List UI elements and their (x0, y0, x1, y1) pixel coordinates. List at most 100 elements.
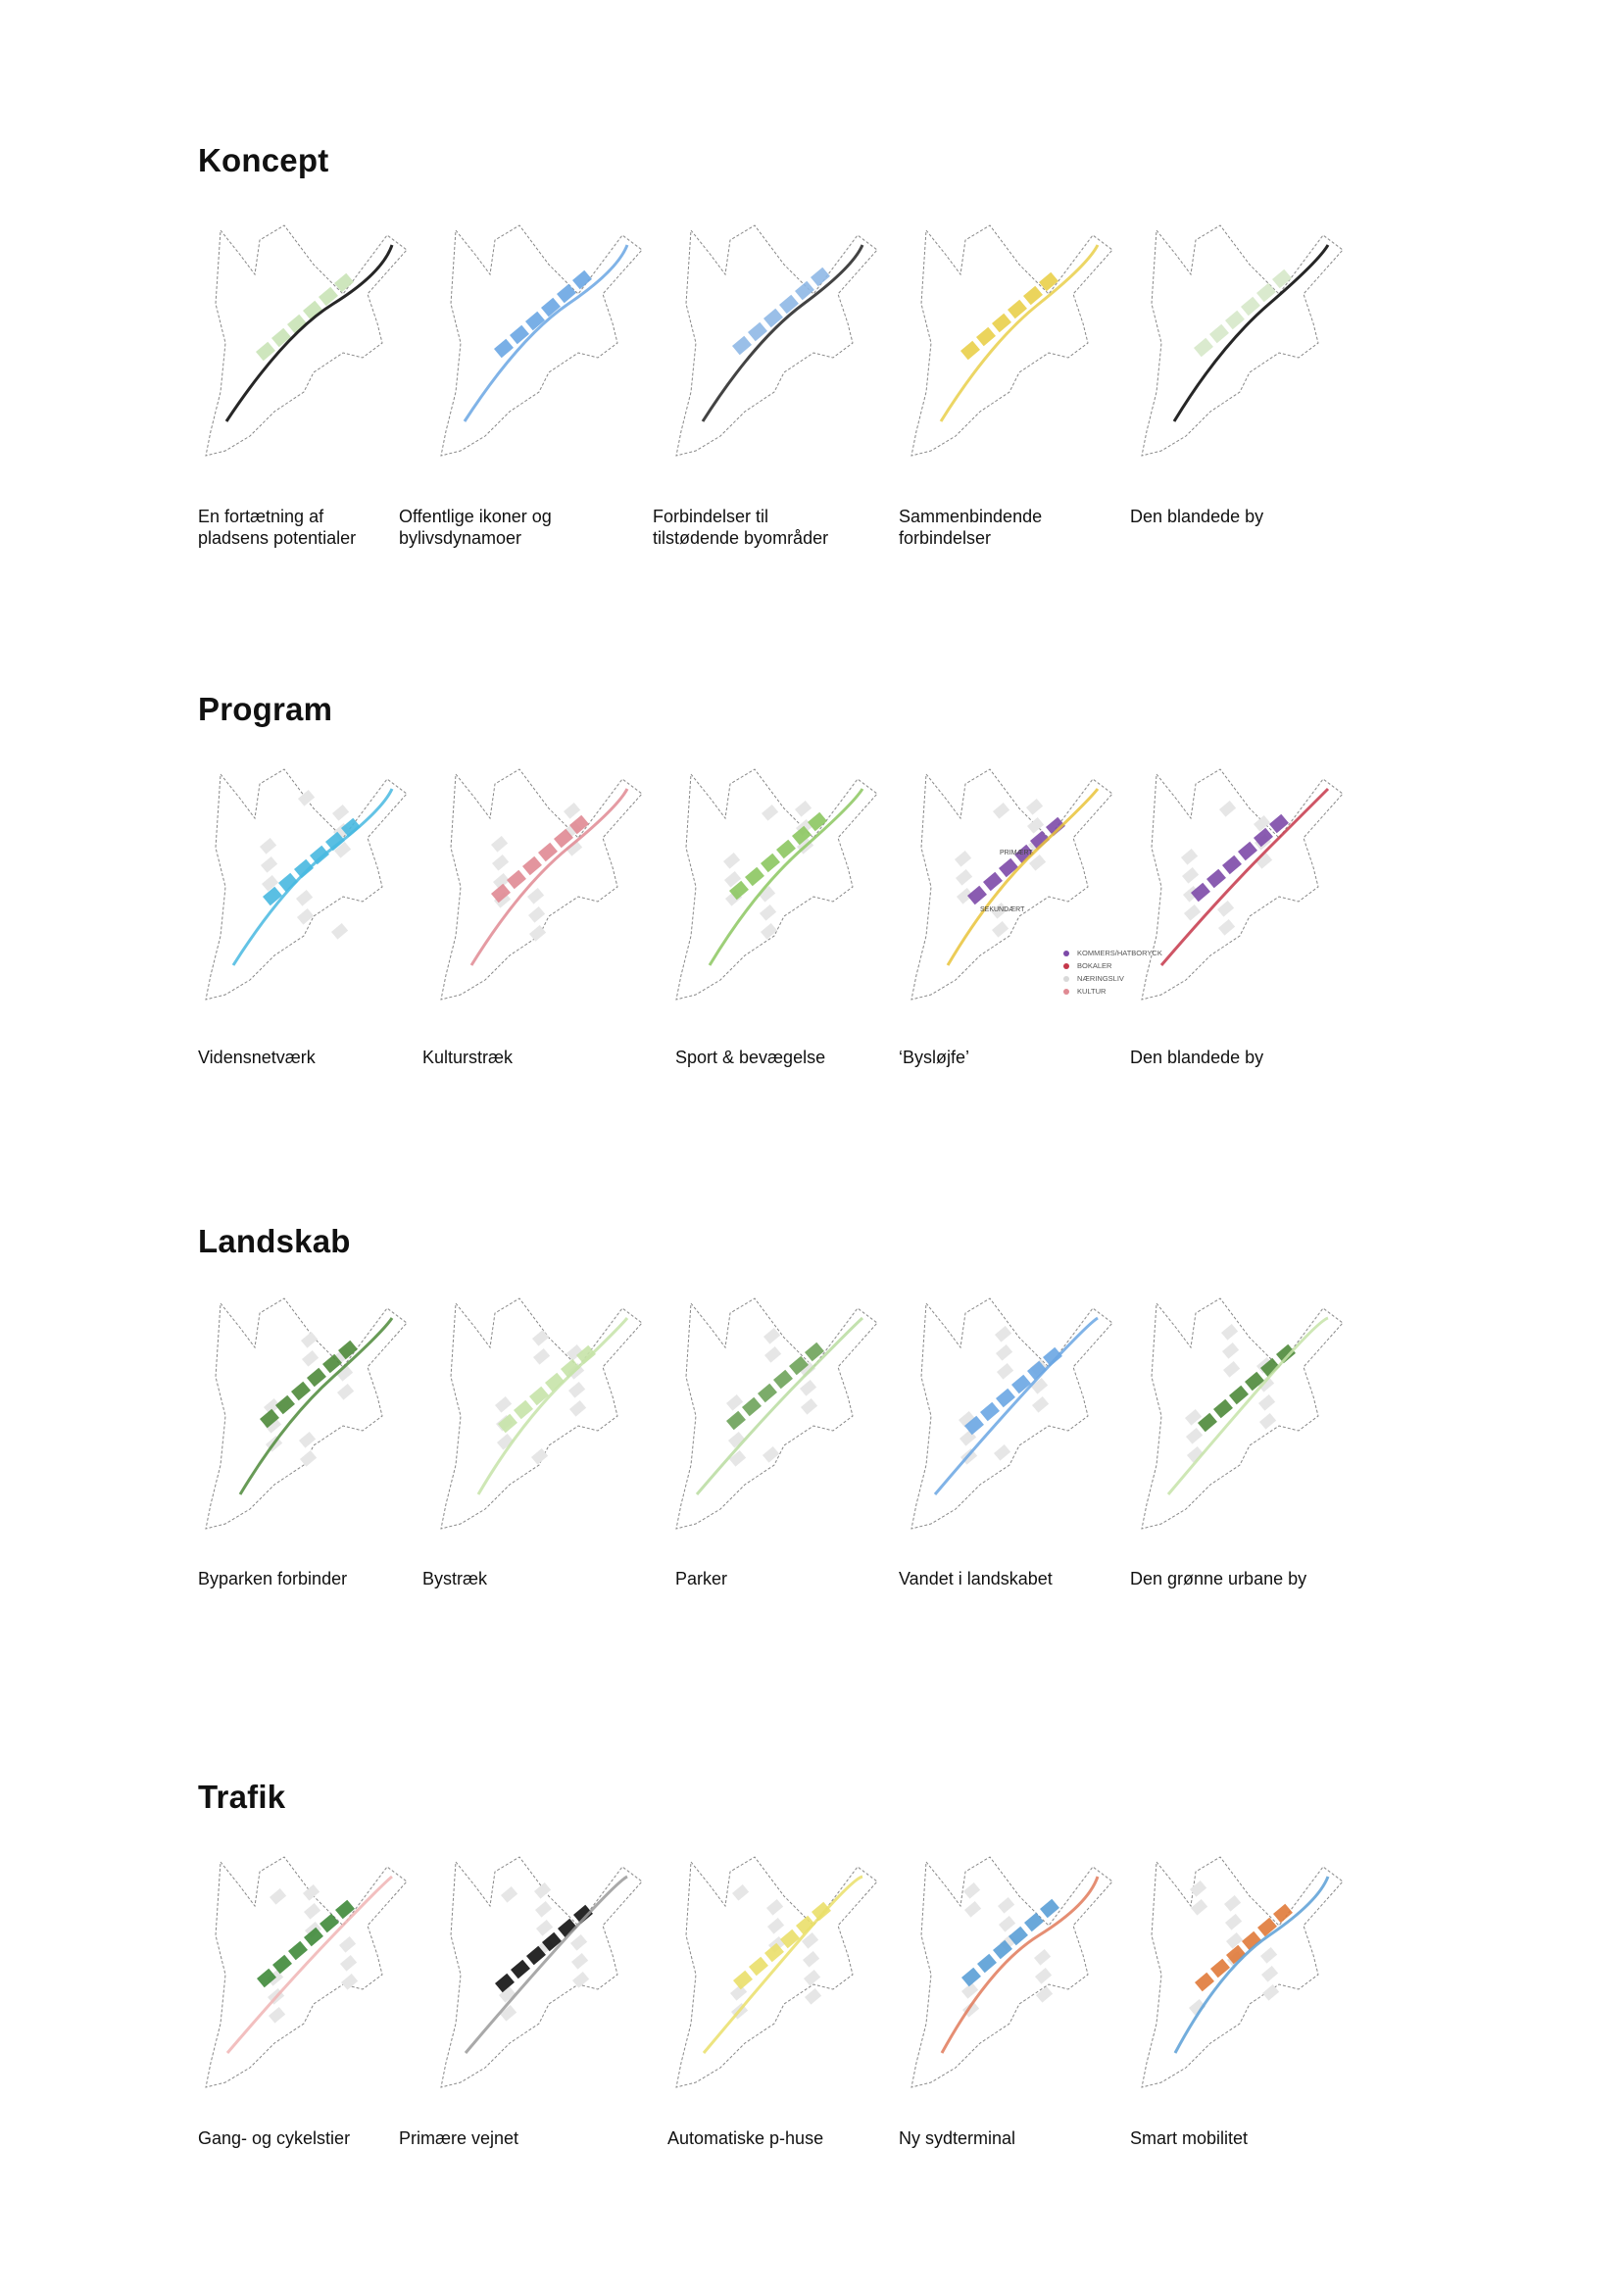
building-block (1216, 381, 1233, 398)
site-diagram-program-4 (902, 730, 1137, 1024)
feature-route (225, 1875, 393, 2054)
building-block (334, 842, 352, 858)
building-block (331, 923, 349, 940)
feature-block (307, 1367, 326, 1388)
building-block (497, 1434, 515, 1450)
feature-block (341, 817, 361, 838)
feature-block (967, 885, 987, 905)
building-block (956, 869, 973, 886)
building-block (959, 1411, 976, 1428)
site-outline (205, 224, 408, 457)
building-block (758, 366, 774, 383)
building-block (762, 805, 779, 821)
building-block (1219, 801, 1237, 817)
building-block (260, 838, 277, 855)
caption-line: Vandet i landskabet (899, 1569, 1053, 1588)
site-diagram-koncept-2 (431, 186, 666, 480)
feature-block (1038, 271, 1058, 292)
site-plan-graphic (205, 1856, 408, 2088)
building-block (1257, 1376, 1275, 1392)
site-diagram-trafik-1 (196, 1818, 431, 2112)
caption-koncept-4: Sammenbindende forbindelser (899, 506, 1124, 549)
feature-block (779, 294, 799, 315)
building-block (994, 1444, 1011, 1461)
feature-block (1237, 841, 1257, 861)
feature-route (940, 1876, 1100, 2054)
feature-block (964, 1415, 984, 1436)
building-block (964, 1901, 982, 1918)
site-plan-graphic (205, 224, 408, 457)
building-block (720, 296, 737, 313)
feature-block (545, 1372, 565, 1392)
site-outline (205, 768, 408, 1001)
building-block (536, 1920, 554, 1936)
legend-item: KULTUR (1063, 985, 1162, 998)
feature-block (1014, 844, 1034, 864)
building-block (265, 1417, 282, 1434)
site-diagram-landskab-1 (196, 1259, 431, 1553)
site-plan-graphic (675, 1856, 878, 2088)
building-block (1255, 853, 1273, 869)
caption-trafik-3: Automatiske p-huse (667, 2127, 893, 2149)
feature-block (538, 842, 558, 862)
building-block (766, 1899, 784, 1916)
feature-block (773, 1369, 793, 1390)
caption-line: tilstødende byområder (653, 528, 829, 548)
building-block (732, 1884, 750, 1901)
building-block (721, 315, 738, 331)
building-block (531, 1448, 549, 1465)
caption-line: En fortætning af (198, 507, 324, 526)
feature-block (1206, 868, 1226, 889)
caption-line: pladsens potentialer (198, 528, 357, 548)
feature-block (278, 872, 298, 893)
feature-route (463, 244, 629, 422)
building-block (560, 365, 576, 381)
feature-block (1197, 1412, 1217, 1433)
caption-line: Automatiske p-huse (667, 2128, 824, 2148)
building-block (989, 365, 1006, 381)
site-outline (675, 224, 878, 457)
building-block (1218, 919, 1236, 936)
feature-block (961, 1967, 981, 1987)
feature-block (733, 1970, 753, 1990)
building-block (269, 2007, 286, 2024)
feature-block (982, 871, 1003, 892)
feature-block (1253, 827, 1273, 848)
feature-route (708, 788, 864, 966)
building-block (1260, 1947, 1278, 1964)
program-legend: KOMMERS/HATBORYCK BOKALER NÆRINGSLIV KUL… (1063, 947, 1162, 998)
building-block (961, 1982, 979, 1999)
feature-block (288, 1940, 308, 1961)
feature-block (731, 335, 752, 356)
building-block (999, 1916, 1016, 1932)
site-outline (910, 224, 1113, 457)
building-block (1287, 311, 1304, 327)
feature-block (807, 811, 827, 832)
site-plan-graphic (205, 1297, 408, 1530)
building-block (955, 851, 972, 867)
feature-block (795, 280, 814, 301)
caption-landskab-4: Vandet i landskabet (899, 1568, 1124, 1589)
building-block (1032, 1396, 1050, 1413)
building-block (1224, 1895, 1242, 1912)
building-block (1191, 1899, 1208, 1916)
building-block (1187, 1446, 1205, 1463)
building-block (340, 1955, 358, 1972)
site-plan-graphic (205, 768, 408, 1001)
feature-block (257, 1968, 276, 1988)
feature-block (1191, 882, 1210, 903)
site-outline (1141, 1856, 1344, 2088)
caption-program-2: Kulturstræk (422, 1047, 648, 1068)
building-block (728, 1432, 746, 1448)
building-block (764, 1346, 782, 1363)
feature-block (507, 869, 526, 890)
building-block (759, 886, 776, 903)
section-title-trafik: Trafik (198, 1779, 286, 1815)
building-block (571, 1953, 589, 1970)
building-block (723, 853, 741, 869)
building-block (1034, 1949, 1052, 1966)
site-plan-graphic (910, 1297, 1113, 1530)
building-block (1286, 292, 1303, 309)
feature-block (1225, 1944, 1246, 1965)
site-diagram-program-2 (431, 730, 666, 1024)
